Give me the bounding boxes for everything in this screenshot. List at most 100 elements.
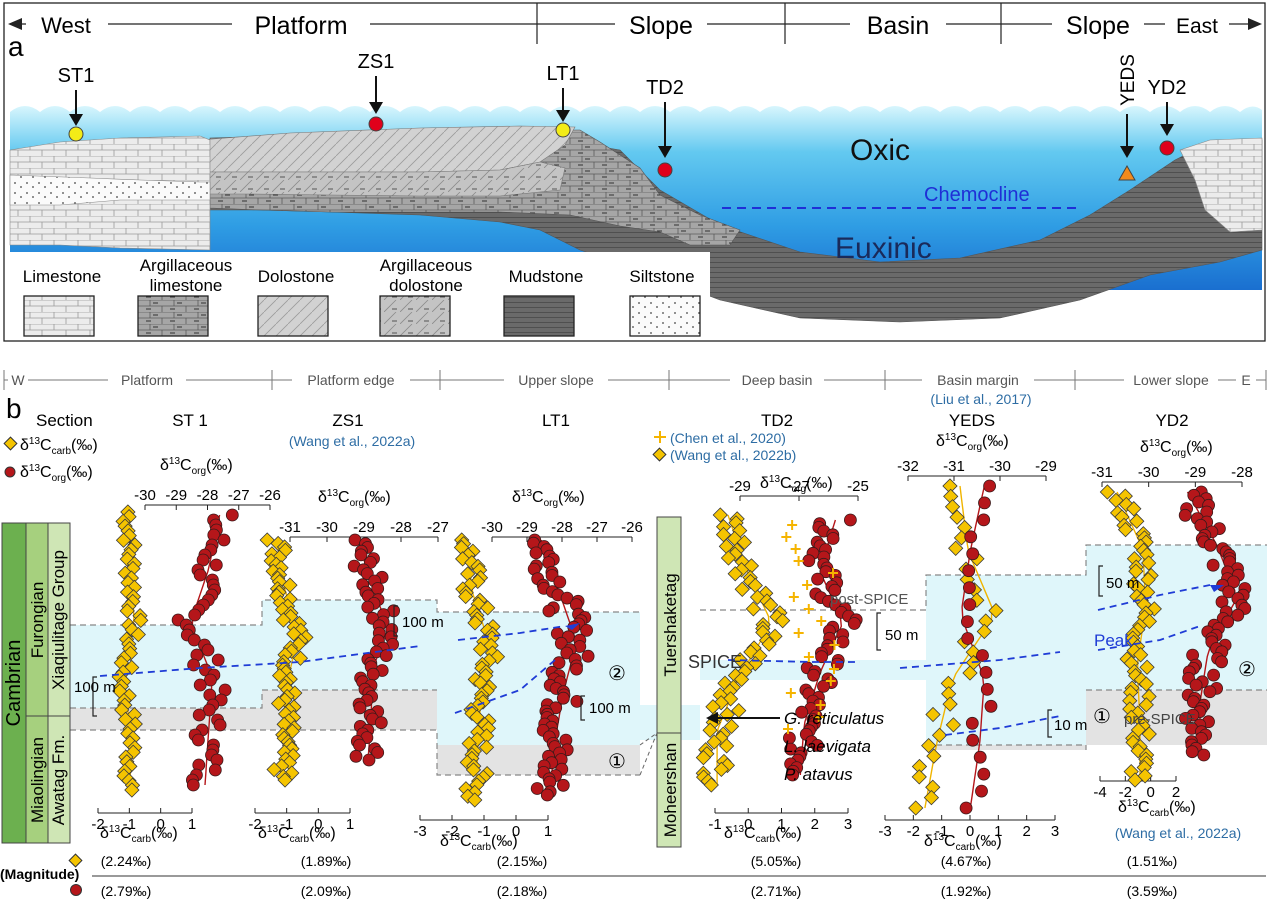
unit-1-marker-yd2: ①	[1093, 706, 1111, 728]
dolostone-swatch	[257, 295, 329, 337]
org-data-point	[975, 784, 988, 798]
org-data-point	[581, 649, 595, 663]
axes-st1: -30 -29 -28 -27 -26 -2 -1 0 1	[91, 487, 281, 833]
org-data-point	[847, 617, 861, 630]
org-data-point	[1178, 508, 1192, 522]
argillaceous-dolostone-swatch	[379, 295, 451, 337]
carb-data-point	[943, 488, 959, 505]
carb-data-point	[1122, 693, 1138, 709]
carb-data-point	[736, 534, 753, 551]
carb-data-point	[911, 769, 927, 785]
panel-a-frame	[3, 2, 1266, 342]
carb-legend-diamond	[3, 436, 18, 451]
red-circle-marker	[657, 162, 673, 178]
zs1-mag-org: (2.09‰)	[301, 883, 352, 899]
carb-data-point	[130, 626, 146, 643]
siltstone-swatch	[629, 295, 701, 337]
carb-data-point	[988, 603, 1004, 619]
scale-bars	[92, 565, 1103, 738]
zone-e: E	[1241, 372, 1250, 388]
carb-tick-label: 1	[346, 816, 354, 833]
carb-data-point	[931, 727, 948, 743]
org-tick-label: -27	[427, 519, 449, 536]
carb-data-point	[1127, 772, 1143, 788]
carb-data-point	[747, 577, 763, 594]
org-data-point	[1185, 745, 1199, 759]
carb-tick-label: -2	[1119, 784, 1132, 801]
org-data-point	[354, 548, 368, 562]
site-zs1-label: ZS1	[358, 51, 395, 73]
org-data-point	[966, 547, 980, 561]
carb-data-point	[266, 761, 282, 778]
fossil-g-reticulatus: G. reticulatus	[784, 709, 885, 728]
carb-data-point	[921, 738, 937, 754]
org-tick-label: -27	[788, 478, 810, 495]
lt1-mag-org: (2.18‰)	[497, 883, 548, 899]
carb-tick-label: 3	[1051, 823, 1059, 840]
east-arrow-icon	[1248, 18, 1262, 30]
org-data-point	[844, 513, 857, 527]
carb-data-point	[1132, 647, 1149, 663]
org-data-point	[807, 668, 820, 682]
plus-data-point	[803, 652, 814, 662]
axes-lt1: -30 -29 -28 -27 -26 -3 -2 -1 0 1	[413, 519, 643, 840]
org-data-point	[553, 575, 567, 589]
carb-data-point	[925, 779, 941, 795]
td2-mag-org: (2.71‰)	[751, 883, 802, 899]
org-data-point	[959, 801, 973, 815]
org-data-point	[1189, 678, 1203, 692]
org-data-point	[795, 705, 809, 719]
org-data-point	[201, 643, 215, 657]
org-data-point	[979, 666, 993, 679]
plus-data-point	[803, 604, 814, 614]
org-data-point	[193, 678, 207, 692]
carb-tick-label: -1	[708, 816, 721, 833]
org-data-point	[366, 667, 380, 681]
org-data-point	[186, 778, 200, 792]
magnitude-org-icon	[70, 884, 82, 896]
org-data-point	[192, 708, 206, 722]
carb-data-point	[1140, 572, 1156, 588]
carb-data-point	[706, 734, 722, 750]
carb-data-point	[124, 782, 140, 798]
section-lt1-title: LT1	[542, 411, 570, 430]
unit-2-marker: ②	[608, 663, 626, 685]
org-data-point	[977, 513, 991, 527]
org-tick-label: -29	[1035, 458, 1057, 475]
org-data-point	[202, 703, 216, 717]
org-axis-titles: δ13Corg(‰) δ13Corg(‰) δ13Corg(‰) δ13Corg…	[160, 432, 1213, 509]
carb-data-point	[469, 709, 485, 725]
org-tick-label: -28	[197, 487, 219, 504]
site-yeds-label: YEDS	[1118, 54, 1139, 106]
spice-label: SPICE	[688, 652, 742, 672]
argillaceous-limestone-swatch	[137, 295, 209, 337]
yeds-org-axis-title: δ13Corg(‰)	[936, 432, 1009, 453]
siltstone-west	[9, 174, 211, 206]
strat-system: Cambrian	[3, 640, 25, 727]
oxic-label: Oxic	[850, 134, 910, 167]
td2-mag-carb: (5.05‰)	[751, 853, 802, 869]
carb-data-point	[911, 758, 928, 775]
plus-data-point	[788, 592, 799, 602]
plus-data-point	[828, 568, 839, 578]
org-data-point	[349, 749, 363, 763]
org-data-point	[973, 750, 987, 764]
plus-data-point	[787, 520, 798, 530]
carb-data-point	[119, 603, 135, 619]
yd2-mag-org: (3.59‰)	[1127, 883, 1178, 899]
carb-tick-label: -3	[413, 823, 426, 840]
lt1-org-axis-title: δ13Corg(‰)	[512, 488, 585, 509]
unit-2-marker-yd2: ②	[1238, 659, 1256, 681]
yeds-scale: 10 m	[1054, 717, 1087, 734]
td2-upper-unit: Tuershaketag	[661, 573, 680, 676]
carb-data-point	[277, 772, 293, 788]
yd2-scale: 50 m	[1106, 575, 1139, 592]
org-tick-label: -25	[847, 478, 869, 495]
org-data-point	[203, 673, 217, 687]
carb-data-point	[1139, 659, 1155, 675]
panel-b: W Platform Platform edge Upper slope Dee…	[0, 370, 1267, 899]
header-east: East	[1176, 15, 1218, 38]
carb-data-point	[460, 566, 476, 582]
site-yd2-label: YD2	[1148, 77, 1187, 99]
